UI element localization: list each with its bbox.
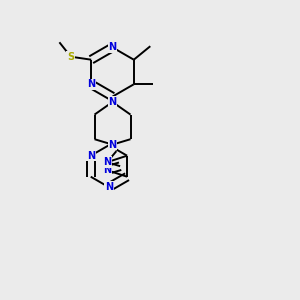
Text: N: N (103, 157, 111, 167)
Text: N: N (108, 42, 117, 52)
Text: N: N (105, 182, 113, 192)
Text: N: N (103, 165, 111, 175)
Text: N: N (87, 151, 95, 161)
Text: N: N (108, 140, 117, 150)
Text: N: N (87, 79, 95, 89)
Text: N: N (108, 97, 117, 107)
Text: S: S (67, 52, 74, 62)
